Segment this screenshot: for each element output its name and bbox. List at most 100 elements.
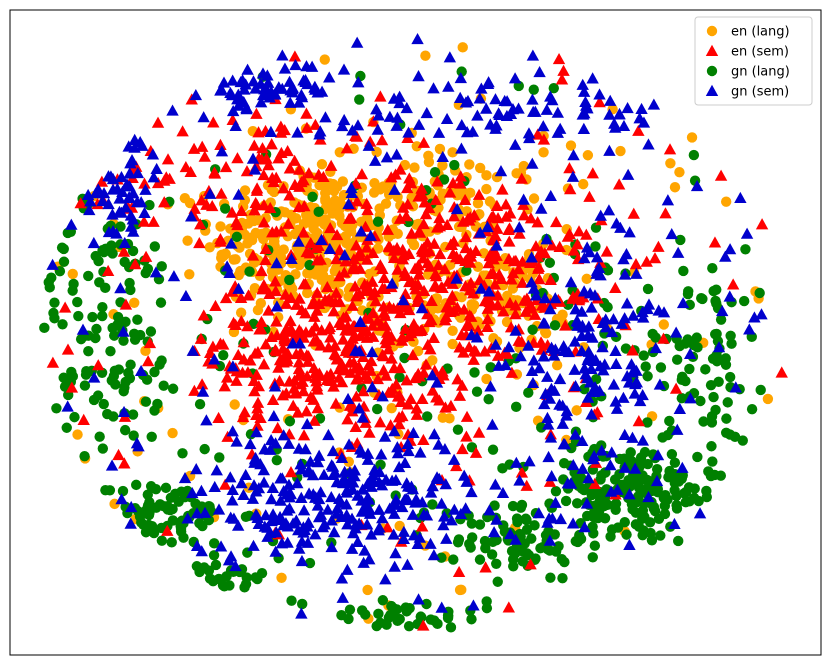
point-gn-sem: [635, 102, 648, 115]
point-en-sem: [339, 310, 353, 322]
point-en-sem: [405, 227, 418, 239]
point-gn-sem: [578, 252, 591, 264]
point-en-sem: [290, 298, 303, 310]
point-gn-lang: [125, 359, 136, 370]
point-gn-lang: [297, 598, 308, 610]
point-gn-lang: [220, 203, 231, 214]
point-en-sem: [259, 253, 272, 266]
point-gn-lang: [443, 610, 454, 622]
point-en-sem: [217, 338, 230, 350]
point-gn-sem: [114, 282, 127, 294]
point-en-sem: [314, 339, 327, 351]
point-en-sem: [472, 188, 486, 200]
point-en-sem: [520, 292, 534, 304]
point-en-sem: [567, 244, 581, 256]
point-en-sem: [652, 240, 665, 252]
point-gn-sem: [427, 549, 441, 561]
point-en-sem: [452, 565, 466, 577]
point-en-sem: [355, 168, 369, 180]
point-gn-sem: [542, 450, 555, 463]
point-en-sem: [209, 299, 222, 311]
point-en-sem: [383, 300, 396, 312]
point-gn-sem: [123, 167, 136, 179]
point-en-sem: [349, 420, 362, 432]
point-en-sem: [429, 279, 442, 291]
point-gn-sem: [278, 62, 292, 74]
point-en-sem: [528, 308, 542, 320]
point-gn-sem: [438, 443, 452, 455]
point-en-sem: [288, 154, 301, 166]
point-gn-sem: [596, 316, 610, 328]
point-gn-sem: [665, 227, 678, 240]
point-gn-sem: [642, 138, 655, 150]
point-gn-sem: [412, 70, 425, 82]
point-gn-lang: [432, 618, 443, 630]
point-en-sem: [410, 408, 424, 420]
point-en-sem: [377, 271, 391, 284]
point-gn-sem: [514, 350, 527, 362]
point-en-sem: [92, 359, 105, 371]
point-gn-sem: [617, 391, 630, 403]
point-en-sem: [363, 426, 376, 438]
point-gn-sem: [621, 168, 635, 180]
point-gn-sem: [522, 339, 535, 351]
point-gn-lang: [648, 503, 659, 514]
point-gn-sem: [588, 385, 601, 398]
point-en-lang: [167, 427, 178, 439]
point-gn-lang: [461, 265, 472, 276]
point-en-sem: [118, 457, 131, 469]
point-gn-sem: [266, 481, 280, 494]
point-gn-sem: [621, 101, 634, 114]
point-en-sem: [503, 235, 516, 247]
point-en-sem: [270, 315, 283, 327]
point-gn-sem: [378, 430, 392, 442]
point-en-sem: [254, 322, 268, 334]
point-en-sem: [433, 394, 446, 406]
point-en-sem: [324, 159, 338, 171]
point-gn-lang: [135, 329, 146, 341]
point-gn-sem: [314, 508, 328, 520]
point-gn-sem: [649, 341, 662, 354]
point-en-sem: [230, 374, 243, 386]
point-gn-sem: [361, 453, 375, 465]
point-gn-lang: [596, 470, 607, 481]
point-gn-sem: [432, 126, 446, 138]
point-en-sem: [300, 121, 314, 133]
point-en-sem: [276, 342, 290, 354]
point-gn-sem: [626, 431, 639, 443]
point-gn-sem: [668, 517, 681, 530]
point-gn-lang: [284, 416, 296, 427]
point-gn-sem: [134, 364, 148, 377]
point-en-lang: [319, 219, 330, 230]
point-en-sem: [417, 366, 431, 378]
point-gn-sem: [582, 351, 595, 363]
point-en-lang: [331, 199, 342, 210]
point-gn-lang: [483, 394, 494, 405]
point-en-sem: [484, 267, 498, 280]
point-gn-lang: [160, 482, 172, 494]
point-en-sem: [425, 294, 438, 306]
point-gn-sem: [566, 517, 580, 529]
point-en-sem: [348, 280, 362, 292]
point-gn-sem: [607, 313, 620, 325]
point-en-sem: [242, 289, 255, 301]
point-gn-lang: [452, 537, 464, 548]
point-gn-sem: [525, 251, 538, 263]
point-gn-sem: [587, 453, 600, 465]
point-gn-sem: [556, 399, 569, 411]
point-gn-sem: [229, 559, 242, 572]
point-en-lang: [314, 179, 325, 191]
point-gn-sem: [215, 145, 229, 157]
point-gn-lang: [100, 282, 111, 294]
point-en-sem: [322, 323, 336, 335]
point-en-lang: [140, 345, 151, 357]
point-gn-sem: [391, 447, 405, 459]
point-gn-lang: [720, 353, 731, 364]
point-en-sem: [184, 165, 197, 177]
point-gn-sem: [286, 337, 300, 349]
point-gn-lang: [553, 541, 564, 552]
point-en-sem: [572, 294, 586, 306]
point-en-lang: [372, 243, 384, 254]
point-gn-sem: [652, 304, 665, 316]
point-en-sem: [428, 237, 441, 249]
